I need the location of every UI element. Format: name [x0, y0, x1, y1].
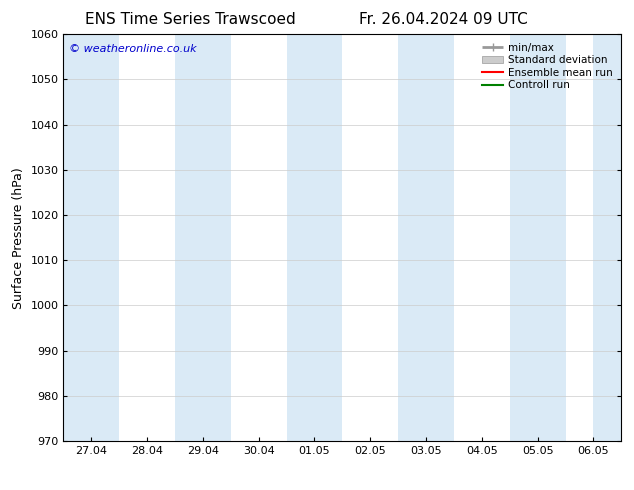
Bar [593, 34, 621, 441]
Bar [510, 34, 566, 441]
Legend: min/max, Standard deviation, Ensemble mean run, Controll run: min/max, Standard deviation, Ensemble me… [479, 40, 616, 94]
Text: ENS Time Series Trawscoed: ENS Time Series Trawscoed [85, 12, 295, 27]
Text: © weatheronline.co.uk: © weatheronline.co.uk [69, 45, 197, 54]
Y-axis label: Surface Pressure (hPa): Surface Pressure (hPa) [12, 167, 25, 309]
Bar [175, 34, 231, 441]
Text: Fr. 26.04.2024 09 UTC: Fr. 26.04.2024 09 UTC [359, 12, 528, 27]
Bar [398, 34, 454, 441]
Bar [287, 34, 342, 441]
Bar [63, 34, 119, 441]
